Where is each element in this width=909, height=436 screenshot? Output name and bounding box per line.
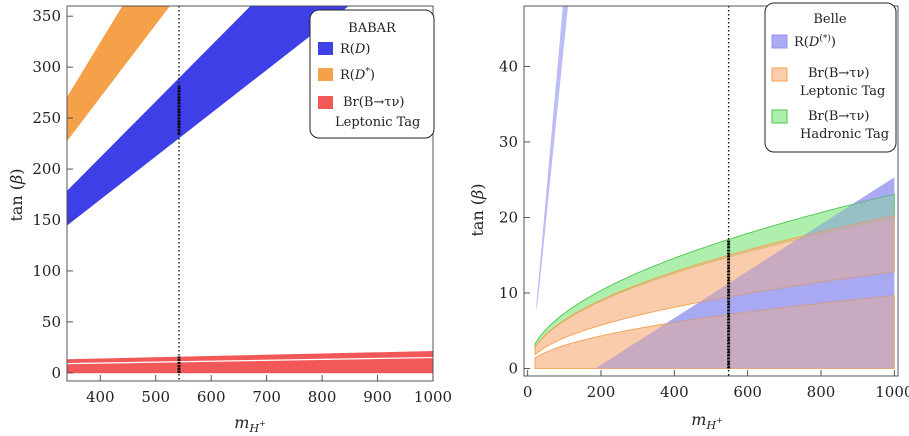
y-tick-label: 250 bbox=[32, 109, 61, 127]
y-tick-label: 0 bbox=[508, 359, 518, 377]
right-bands bbox=[534, 6, 895, 369]
y-tick-label: 20 bbox=[499, 208, 518, 226]
x-tick-label: 400 bbox=[660, 383, 689, 401]
x-tick-label: 700 bbox=[252, 388, 281, 406]
right-legend-swatch-rdstar bbox=[771, 34, 788, 49]
left-legend-title: BABAR bbox=[348, 21, 397, 36]
left-x-ticks: 400 500 600 700 800 900 1000 bbox=[86, 375, 452, 406]
left-legend-swatch-rd bbox=[318, 42, 333, 55]
y-tick-label: 30 bbox=[499, 133, 518, 151]
right-legend-label-hadronic: Br(B→τν) bbox=[808, 109, 869, 124]
x-tick-label: 200 bbox=[587, 383, 616, 401]
x-tick-label: 900 bbox=[363, 388, 392, 406]
right-x-ticks: 0 200 400 600 800 1000 bbox=[523, 370, 909, 401]
left-legend-swatch-btaunu bbox=[318, 96, 333, 109]
band-btaunu-upper bbox=[67, 351, 433, 364]
left-legend-label-rdstar: R(D*) bbox=[340, 67, 375, 83]
x-tick-label: 600 bbox=[733, 383, 762, 401]
right-plot-frame bbox=[523, 5, 899, 377]
right-legend-box bbox=[764, 2, 897, 153]
x-tick-label: 600 bbox=[197, 388, 226, 406]
left-legend: BABAR R(D) R(D*) Br(B→τν) Leptonic Tag bbox=[309, 9, 435, 139]
x-tick-label: 800 bbox=[807, 383, 836, 401]
right-legend-label-leptonic: Br(B→τν) bbox=[808, 66, 869, 81]
band-leptonic-tag bbox=[534, 215, 895, 356]
left-panel: 400 500 600 700 800 900 1000 0 50 100 150 200 250 30… bbox=[7, 5, 452, 435]
y-tick-label: 200 bbox=[32, 160, 61, 178]
right-legend-title: Belle bbox=[813, 12, 847, 27]
right-legend: Belle R(D(*)) Br(B→τν) Leptonic Tag Br(B… bbox=[764, 2, 897, 153]
x-tick-label: 800 bbox=[308, 388, 337, 406]
left-legend-box bbox=[309, 9, 435, 139]
left-legend-label-btaunu: Br(B→τν) bbox=[343, 95, 404, 110]
y-tick-label: 150 bbox=[32, 211, 61, 229]
left-y-axis-label: tan (β) bbox=[7, 168, 26, 221]
right-plot-area bbox=[534, 6, 895, 376]
right-y-ticks: 0 10 20 30 40 bbox=[499, 57, 530, 377]
left-bands bbox=[67, 6, 433, 374]
left-legend-label-rd: R(D) bbox=[340, 42, 370, 57]
right-x-axis-label: mH+ bbox=[691, 410, 722, 432]
x-tick-label: 1000 bbox=[414, 388, 452, 406]
y-tick-label: 0 bbox=[51, 364, 61, 382]
left-y-ticks: 0 50 100 150 200 250 300 350 bbox=[32, 7, 73, 382]
band-rdstar-cone-overlay bbox=[595, 177, 895, 369]
band-rdstar bbox=[67, 6, 170, 142]
x-tick-label: 0 bbox=[523, 383, 533, 401]
y-tick-label: 350 bbox=[32, 7, 61, 25]
y-tick-label: 100 bbox=[32, 262, 61, 280]
x-tick-label: 400 bbox=[86, 388, 115, 406]
x-tick-label: 1000 bbox=[875, 383, 909, 401]
y-tick-label: 10 bbox=[499, 284, 518, 302]
band-rdstar-steep bbox=[535, 6, 568, 312]
band-btaunu-lower bbox=[67, 358, 433, 374]
band-leptonic-tag-lower bbox=[534, 295, 895, 369]
y-tick-label: 40 bbox=[499, 57, 518, 75]
right-legend-label-hadronic-tag: Hadronic Tag bbox=[800, 127, 889, 142]
left-legend-label-btaunu-tag: Leptonic Tag bbox=[335, 115, 420, 130]
left-x-axis-label: mH+ bbox=[234, 413, 265, 435]
left-plot-area bbox=[67, 6, 433, 381]
left-legend-swatch-rdstar bbox=[318, 68, 333, 81]
right-y-axis-label: tan (β) bbox=[468, 183, 487, 236]
right-legend-swatch-hadronic bbox=[771, 109, 788, 124]
right-legend-label-leptonic-tag: Leptonic Tag bbox=[800, 84, 885, 99]
y-tick-label: 50 bbox=[42, 313, 61, 331]
left-plot-frame bbox=[66, 5, 434, 382]
y-tick-label: 300 bbox=[32, 58, 61, 76]
x-tick-label: 500 bbox=[141, 388, 170, 406]
right-legend-swatch-leptonic bbox=[771, 67, 788, 82]
